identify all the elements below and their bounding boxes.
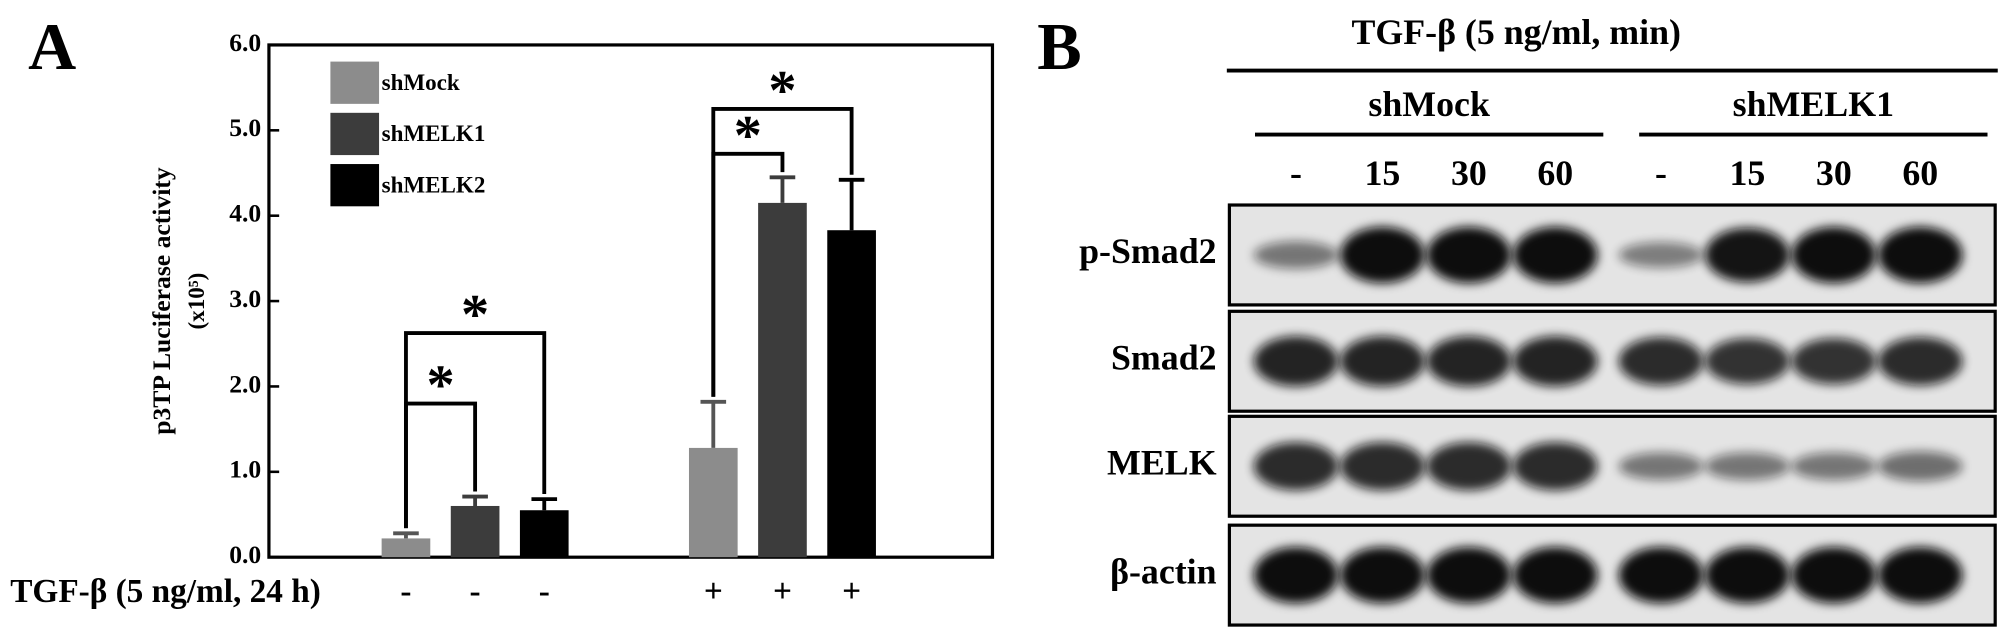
band [1340,546,1425,604]
y-tick-label: 0.0 [229,540,261,569]
band [1253,336,1339,387]
lane-label: 15 [1729,153,1765,193]
error-bar [700,399,727,448]
band [1340,336,1425,387]
significance-mark: * [734,105,762,167]
blot-title: TGF-β (5 ng/ml, min) [1351,12,1681,52]
error-bar [769,175,796,203]
y-axis-unit: (x10⁵) [183,273,209,330]
error-bar [462,494,488,506]
band [1426,442,1512,491]
y-axis-label: p3TP Luciferase activity [147,167,176,435]
legend-swatch [330,112,380,156]
legend-swatch [330,61,380,104]
band [1513,546,1598,604]
error-bar [531,497,558,511]
x-tick-label: - [539,573,550,610]
significance-mark: * [426,355,454,417]
lane-label: 60 [1537,153,1573,193]
band [1513,226,1598,284]
significance-bracket [404,331,547,529]
x-tick-label: + [842,573,861,610]
band [1618,546,1704,604]
band [1878,546,1963,604]
row-label: Smad2 [1111,337,1217,377]
lane-label: 30 [1451,153,1487,193]
error-bar [393,531,419,539]
legend-swatch [330,164,380,207]
bar [519,510,569,558]
band [1705,227,1790,283]
y-tick-label: 2.0 [229,369,261,398]
band [1340,442,1425,491]
band [1618,452,1704,481]
error-bar [838,177,865,231]
bar [827,230,876,558]
legend-label: shMELK1 [382,120,486,146]
x-tick-label: - [400,573,411,610]
y-tick-label: 1.0 [229,455,261,484]
row-label: β-actin [1110,551,1217,591]
lane-label: 30 [1816,153,1852,193]
bar [450,505,500,558]
lane-label: 60 [1902,153,1938,193]
band [1791,338,1877,385]
group-label: shMock [1368,84,1490,124]
y-tick-label: 5.0 [229,113,261,142]
band [1253,546,1339,604]
band [1253,442,1339,491]
significance-mark: * [768,60,796,122]
row-label: p-Smad2 [1079,231,1216,271]
band [1513,442,1598,491]
group-label: shMELK1 [1733,84,1894,124]
panel-label: A [28,11,76,84]
row-label: MELK [1107,443,1217,483]
lane-label: - [1655,153,1667,193]
lane-label: - [1290,153,1302,193]
band [1426,226,1512,284]
band [1253,241,1339,269]
band [1340,226,1425,284]
lane-label: 15 [1364,153,1400,193]
x-tick-label: - [470,573,481,610]
significance-mark: * [461,284,489,346]
y-tick-label: 4.0 [229,199,261,228]
band [1426,546,1512,604]
band [1705,338,1790,385]
significance-bracket [711,107,854,397]
legend-label: shMock [382,69,460,95]
band [1513,336,1598,387]
y-tick-label: 3.0 [229,284,261,313]
band [1791,452,1877,481]
band [1705,546,1790,604]
band [1878,451,1963,482]
band [1618,242,1704,268]
band [1791,546,1877,604]
panel-label: B [1037,11,1081,84]
bar [381,538,431,558]
bar [758,202,807,558]
x-tick-label: + [773,573,792,610]
band [1878,337,1963,386]
y-tick-label: 6.0 [229,28,261,57]
x-tick-label: + [704,573,723,610]
band [1618,337,1704,386]
legend-label: shMELK2 [382,171,486,197]
band [1426,336,1512,387]
plot-frame [267,43,995,559]
band [1705,452,1790,481]
bar [688,447,738,558]
band [1791,226,1877,284]
band [1878,226,1963,284]
x-axis-label: TGF-β (5 ng/ml, 24 h) [10,573,321,610]
